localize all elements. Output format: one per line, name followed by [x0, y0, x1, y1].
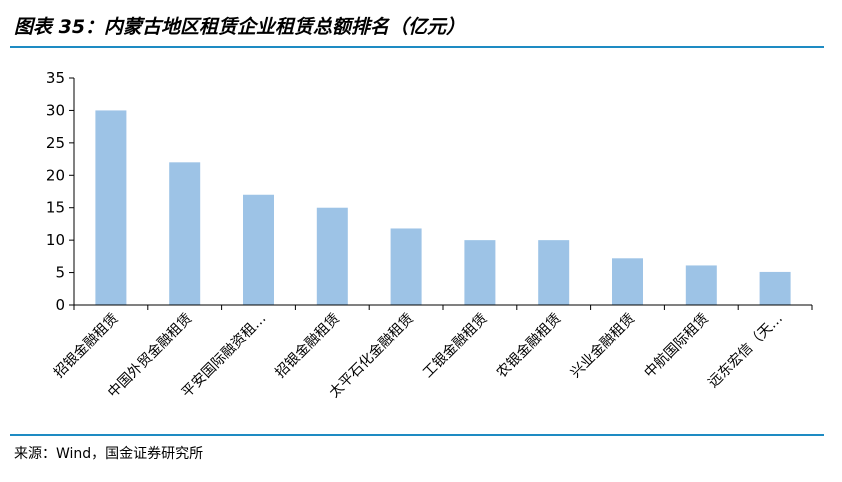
x-tick-label: 农银金融租赁 — [494, 311, 565, 382]
y-tick-label: 20 — [46, 166, 65, 184]
bar — [612, 258, 643, 305]
x-tick-label: 中航国际租赁 — [641, 311, 712, 382]
bar — [169, 162, 201, 305]
x-tick-label: 兴业金融租赁 — [568, 311, 639, 382]
bar — [316, 207, 348, 305]
y-tick-label: 25 — [46, 134, 65, 152]
x-tick-label: 招银金融租赁 — [272, 311, 343, 382]
x-tick-label: 远东宏信（天… — [705, 311, 786, 392]
y-tick-label: 30 — [46, 101, 65, 119]
bar — [538, 240, 570, 305]
y-tick-label: 0 — [55, 296, 65, 314]
bottom-divider — [10, 434, 824, 436]
y-tick-label: 10 — [46, 231, 65, 249]
bar — [390, 228, 422, 305]
page-title: 图表 35：内蒙古地区租赁企业租赁总额排名（亿元） — [14, 16, 466, 38]
y-tick-label: 15 — [46, 199, 65, 217]
bar — [759, 271, 791, 305]
y-tick-label: 5 — [55, 264, 65, 282]
x-tick-label: 招银金融租赁 — [51, 311, 122, 382]
bar — [685, 265, 717, 305]
x-tick-label: 工银金融租赁 — [420, 311, 491, 382]
source-note: 来源：Wind，国金证券研究所 — [14, 446, 204, 462]
bar — [95, 110, 127, 305]
y-tick-label: 35 — [46, 69, 65, 87]
bar — [464, 240, 496, 305]
top-divider — [10, 46, 824, 48]
bar — [243, 194, 274, 305]
